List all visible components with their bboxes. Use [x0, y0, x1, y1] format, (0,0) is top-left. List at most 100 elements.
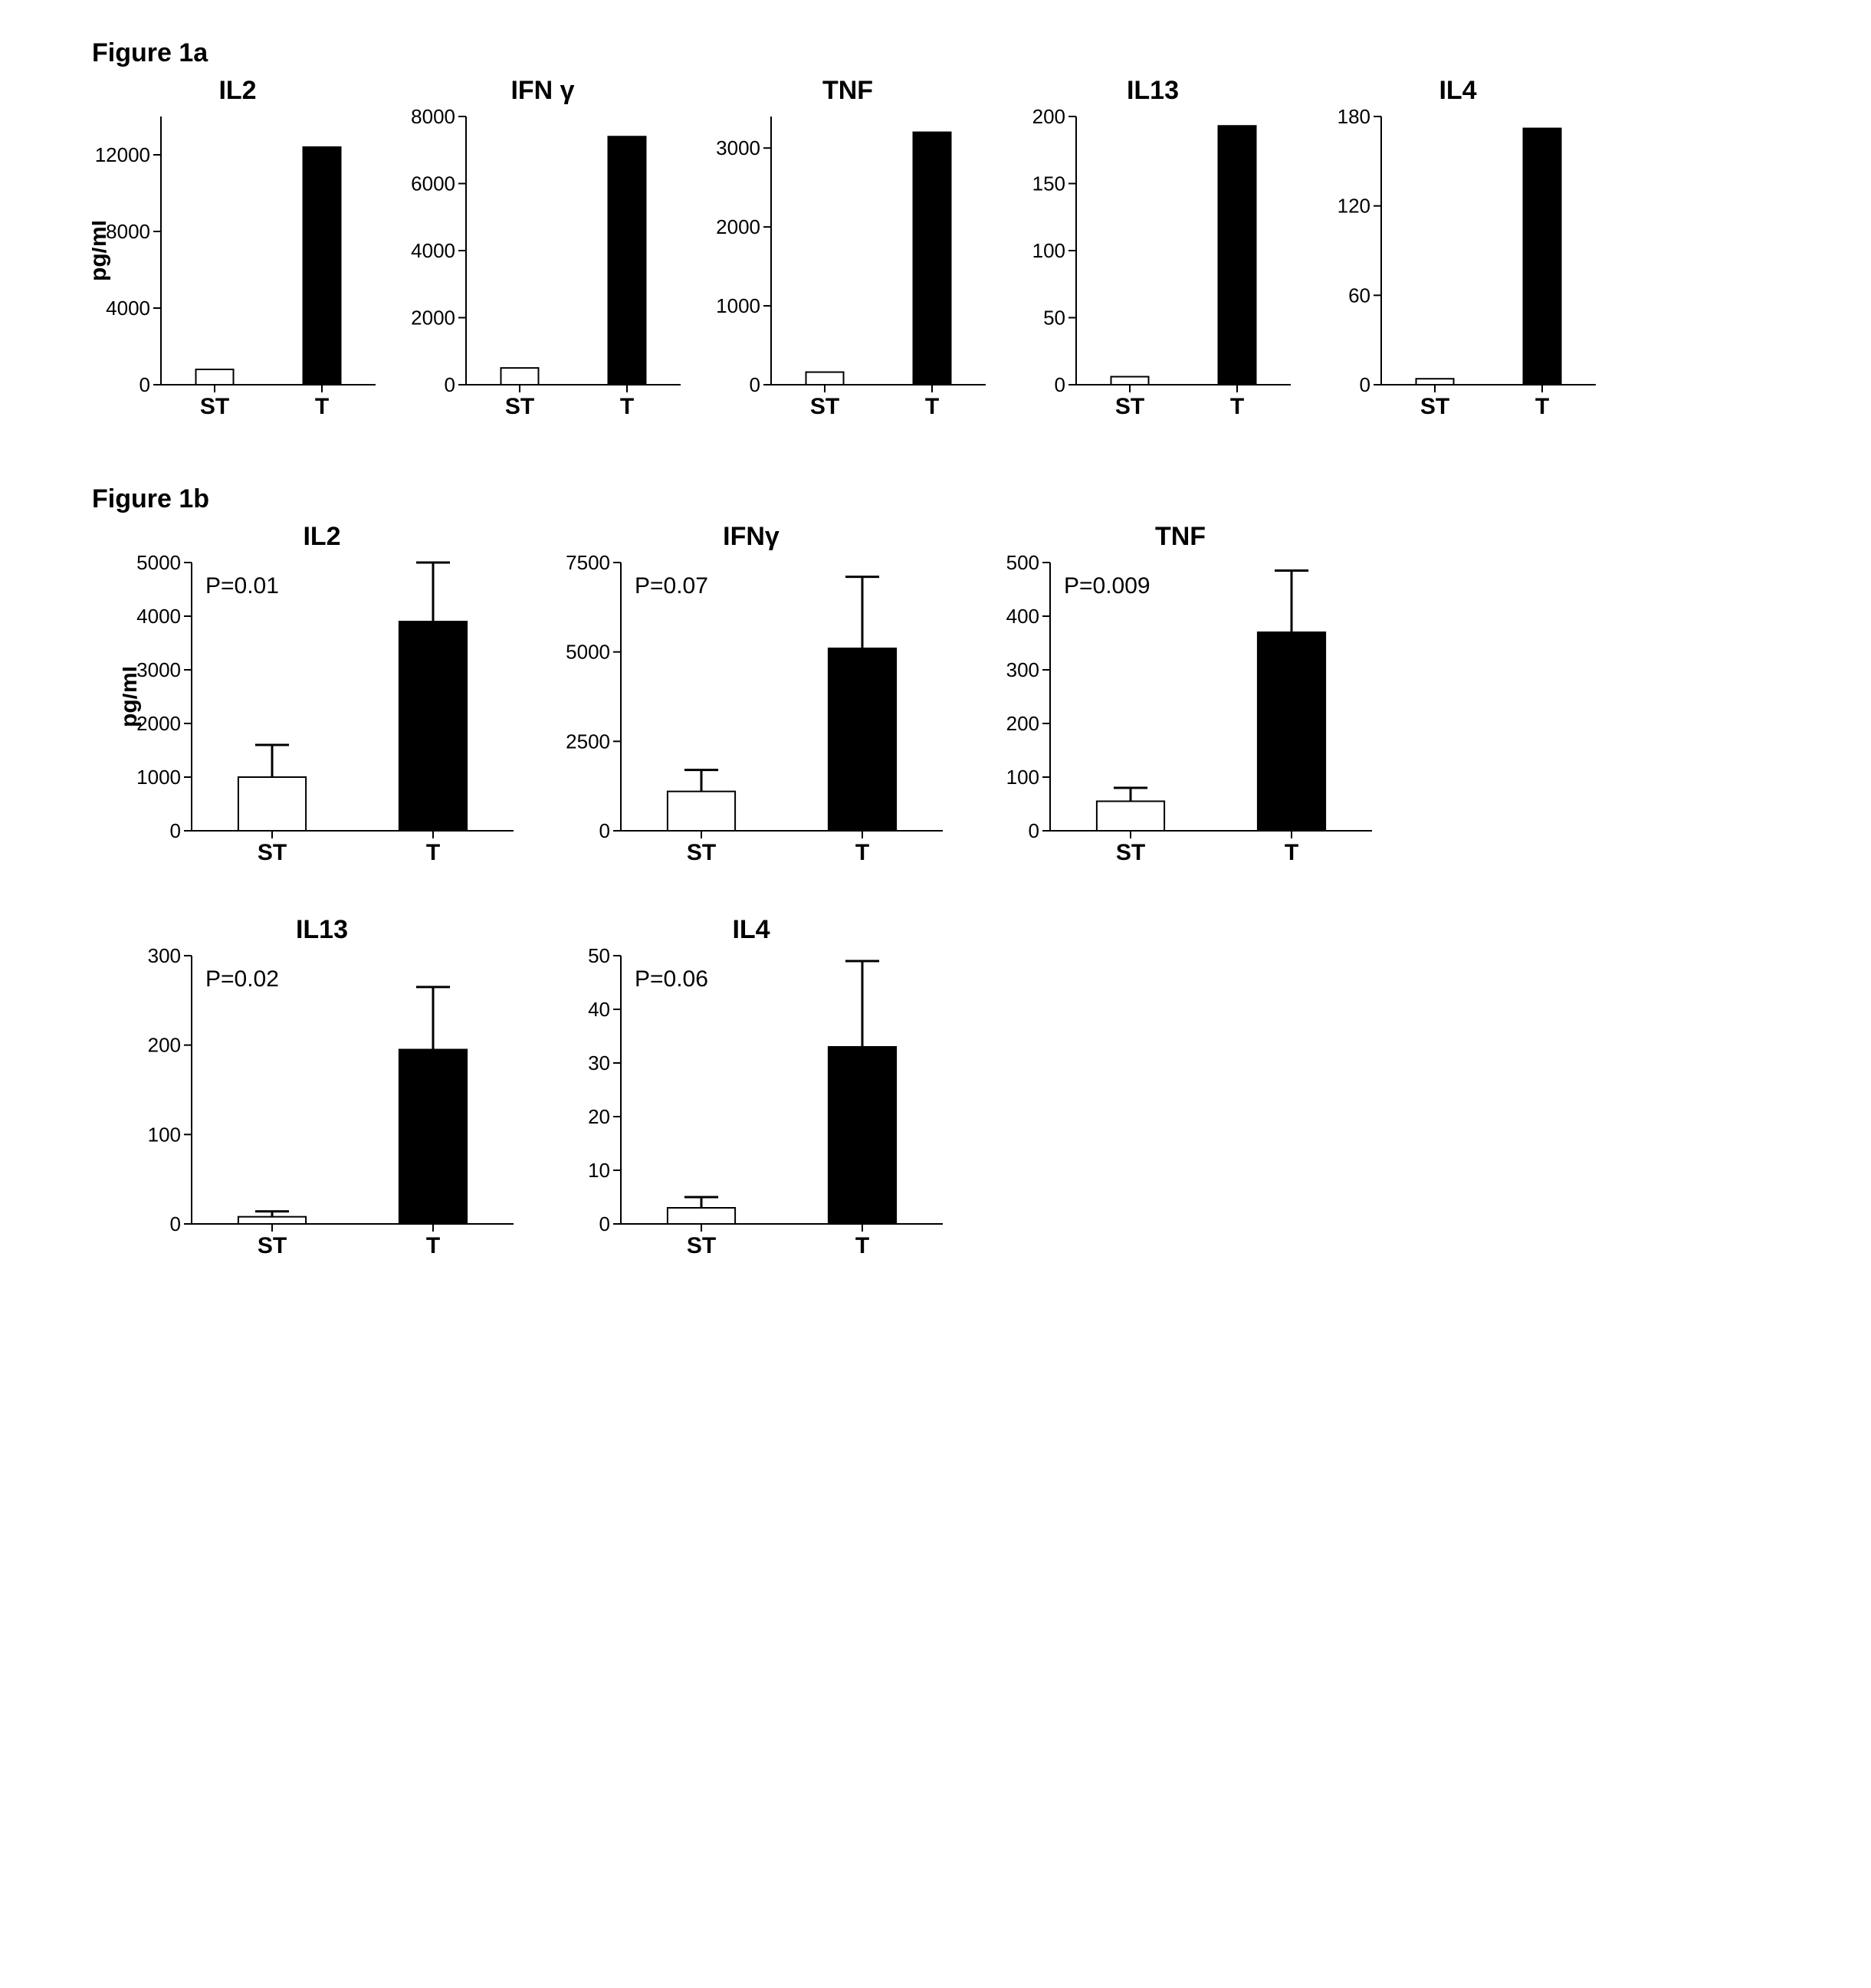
svg-text:8000: 8000: [106, 220, 150, 243]
bar: [609, 136, 646, 385]
svg-text:P=0.07: P=0.07: [635, 573, 708, 599]
svg-text:10: 10: [588, 1159, 610, 1182]
svg-text:0: 0: [445, 373, 455, 396]
svg-text:100: 100: [148, 1123, 181, 1146]
chart-panel: 0100200300400500STTP=0.009: [981, 555, 1380, 877]
bar: [806, 372, 844, 385]
panel-IL4: IL4060120180STT: [1312, 76, 1603, 431]
svg-text:40: 40: [588, 998, 610, 1021]
chart-panel: 01020304050STTP=0.06: [552, 948, 950, 1270]
svg-text:50: 50: [588, 948, 610, 967]
svg-text:4000: 4000: [411, 239, 455, 262]
chart-panel: 0100200300STTP=0.02: [123, 948, 521, 1270]
chart-panel: 02000400060008000STT: [397, 109, 688, 431]
svg-text:ST: ST: [810, 394, 839, 419]
bar: [1524, 129, 1561, 385]
chart-panel: 0100020003000STT: [702, 109, 993, 431]
svg-text:P=0.06: P=0.06: [635, 966, 708, 992]
panel-title: IFN γ: [510, 76, 574, 106]
figure-1a-label: Figure 1a: [92, 38, 1840, 68]
panel-title: IL13: [1127, 76, 1179, 106]
svg-text:ST: ST: [258, 840, 287, 865]
svg-text:150: 150: [1032, 172, 1065, 195]
svg-text:3000: 3000: [136, 658, 181, 681]
svg-text:4000: 4000: [136, 605, 181, 628]
panel-title: IL4: [732, 915, 770, 945]
svg-text:12000: 12000: [95, 143, 150, 166]
figure-1b-row2: IL130100200300STTP=0.02IL401020304050STT…: [123, 915, 1840, 1270]
panel-IL2: IL2010002000300040005000STTP=0.01pg/ml: [123, 522, 521, 877]
svg-text:P=0.009: P=0.009: [1064, 573, 1151, 599]
svg-text:P=0.01: P=0.01: [205, 573, 279, 599]
panel-title: TNF: [1155, 522, 1206, 552]
svg-text:T: T: [855, 840, 869, 865]
panel-IL13: IL13050100150200STT: [1007, 76, 1298, 431]
panel-IL13: IL130100200300STTP=0.02: [123, 915, 521, 1270]
svg-text:T: T: [925, 394, 939, 419]
svg-text:0: 0: [140, 373, 150, 396]
svg-text:T: T: [620, 394, 634, 419]
svg-text:T: T: [426, 1233, 440, 1258]
svg-text:T: T: [855, 1233, 869, 1258]
bar: [829, 648, 896, 831]
panel-title: IL2: [303, 522, 340, 552]
bar: [304, 147, 341, 385]
chart-panel: 050100150200STT: [1007, 109, 1298, 431]
bar: [1258, 632, 1325, 831]
svg-text:ST: ST: [258, 1233, 287, 1258]
svg-text:T: T: [315, 394, 329, 419]
svg-text:T: T: [426, 840, 440, 865]
svg-text:ST: ST: [1420, 394, 1449, 419]
svg-text:0: 0: [1029, 819, 1039, 842]
svg-text:ST: ST: [687, 1233, 716, 1258]
svg-text:1000: 1000: [716, 294, 760, 317]
panel-IL4: IL401020304050STTP=0.06: [552, 915, 950, 1270]
panel-title: IFNγ: [723, 522, 780, 552]
svg-text:0: 0: [170, 1212, 181, 1235]
svg-text:200: 200: [148, 1034, 181, 1057]
svg-text:pg/ml: pg/ml: [92, 220, 111, 281]
bar: [399, 1050, 467, 1225]
svg-text:2000: 2000: [136, 712, 181, 735]
svg-text:0: 0: [1055, 373, 1065, 396]
svg-text:1000: 1000: [136, 766, 181, 789]
bar: [668, 792, 735, 831]
svg-text:60: 60: [1348, 284, 1370, 307]
svg-text:30: 30: [588, 1051, 610, 1074]
svg-text:500: 500: [1006, 555, 1039, 574]
svg-text:2500: 2500: [566, 730, 610, 753]
svg-text:200: 200: [1006, 712, 1039, 735]
svg-text:T: T: [1285, 840, 1298, 865]
figure-1b-label: Figure 1b: [92, 484, 1840, 514]
chart-panel: 0250050007500STTP=0.07: [552, 555, 950, 877]
svg-text:100: 100: [1006, 766, 1039, 789]
svg-text:0: 0: [170, 819, 181, 842]
svg-text:0: 0: [599, 819, 610, 842]
bar: [238, 1217, 306, 1224]
svg-text:8000: 8000: [411, 109, 455, 128]
svg-text:0: 0: [1360, 373, 1370, 396]
panel-IFNγ: IFN γ02000400060008000STT: [397, 76, 688, 431]
bar: [1111, 377, 1149, 385]
bar: [914, 133, 951, 385]
svg-text:0: 0: [599, 1212, 610, 1235]
bar: [196, 369, 234, 385]
svg-text:ST: ST: [505, 394, 534, 419]
svg-text:2000: 2000: [716, 215, 760, 238]
svg-text:2000: 2000: [411, 307, 455, 330]
svg-text:ST: ST: [687, 840, 716, 865]
svg-text:100: 100: [1032, 239, 1065, 262]
panel-title: TNF: [822, 76, 873, 106]
panel-title: IL13: [296, 915, 348, 945]
panel-title: IL2: [218, 76, 256, 106]
bar: [1416, 379, 1454, 385]
bar: [399, 622, 467, 831]
panel-TNF: TNF0100200300400500STTP=0.009: [981, 522, 1380, 877]
figure-1b-row1: IL2010002000300040005000STTP=0.01pg/mlIF…: [123, 522, 1840, 877]
bar: [829, 1047, 896, 1224]
svg-text:200: 200: [1032, 109, 1065, 128]
svg-text:5000: 5000: [136, 555, 181, 574]
svg-text:T: T: [1535, 394, 1549, 419]
svg-text:400: 400: [1006, 605, 1039, 628]
bar: [668, 1208, 735, 1224]
